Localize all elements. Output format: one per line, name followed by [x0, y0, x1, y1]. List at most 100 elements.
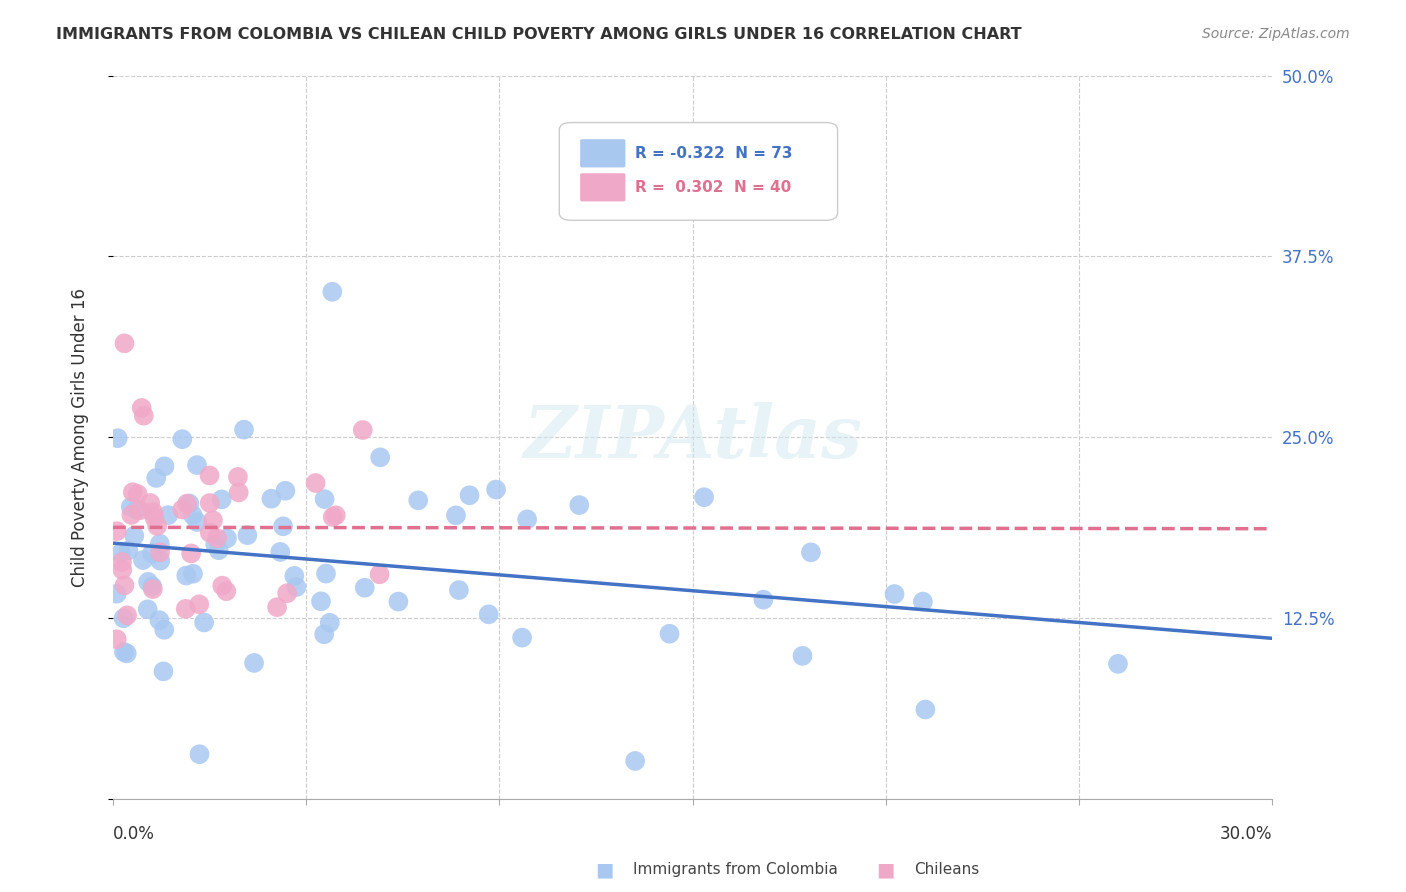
- Point: [111, 563, 134, 577]
- Point: [269, 545, 291, 559]
- Text: Chileans: Chileans: [914, 863, 979, 877]
- Point: [176, 497, 198, 511]
- Point: [226, 470, 249, 484]
- Point: [142, 505, 165, 519]
- Point: [444, 508, 467, 523]
- Point: [510, 631, 533, 645]
- Point: [105, 632, 128, 647]
- Point: [752, 592, 775, 607]
- Point: [136, 602, 159, 616]
- FancyBboxPatch shape: [581, 139, 626, 168]
- Point: [149, 554, 172, 568]
- Point: [172, 432, 194, 446]
- Point: [914, 702, 936, 716]
- Point: [174, 568, 197, 582]
- Point: [149, 545, 172, 559]
- Point: [120, 508, 142, 522]
- Point: [117, 543, 139, 558]
- Point: [447, 583, 470, 598]
- Point: [114, 578, 136, 592]
- Point: [114, 336, 136, 351]
- Point: [1107, 657, 1129, 671]
- Point: [568, 498, 591, 512]
- Point: [186, 458, 208, 472]
- Point: [353, 581, 375, 595]
- Point: [319, 615, 342, 630]
- Point: [153, 459, 176, 474]
- Point: [121, 485, 143, 500]
- Point: [236, 528, 259, 542]
- Point: [142, 582, 165, 596]
- Point: [208, 543, 231, 558]
- Point: [260, 491, 283, 506]
- Point: [128, 503, 150, 517]
- Point: [105, 587, 128, 601]
- Point: [198, 525, 221, 540]
- Point: [883, 587, 905, 601]
- Point: [478, 607, 501, 622]
- Point: [201, 513, 224, 527]
- FancyBboxPatch shape: [581, 173, 626, 202]
- Point: [127, 487, 149, 501]
- Text: ■: ■: [876, 860, 896, 880]
- Point: [141, 579, 163, 593]
- Point: [314, 492, 336, 507]
- Point: [149, 537, 172, 551]
- Point: [112, 645, 135, 659]
- Point: [624, 754, 647, 768]
- Point: [193, 615, 215, 630]
- Point: [315, 566, 337, 581]
- Point: [179, 496, 201, 510]
- Point: [198, 468, 221, 483]
- Point: [205, 531, 228, 545]
- Point: [181, 508, 204, 522]
- Point: [143, 510, 166, 524]
- Point: [314, 627, 336, 641]
- Point: [322, 510, 344, 524]
- Point: [145, 471, 167, 485]
- Point: [271, 519, 294, 533]
- Point: [152, 665, 174, 679]
- Point: [792, 648, 814, 663]
- Point: [211, 579, 233, 593]
- Point: [124, 529, 146, 543]
- Text: 30.0%: 30.0%: [1220, 824, 1272, 843]
- Point: [911, 594, 934, 608]
- Point: [148, 613, 170, 627]
- Point: [111, 555, 134, 569]
- Point: [105, 524, 128, 538]
- Point: [243, 656, 266, 670]
- Point: [215, 531, 238, 545]
- Point: [458, 488, 481, 502]
- Point: [233, 423, 256, 437]
- Text: Immigrants from Colombia: Immigrants from Colombia: [633, 863, 838, 877]
- Point: [352, 423, 374, 437]
- Point: [131, 401, 153, 415]
- Point: [228, 485, 250, 500]
- Point: [800, 545, 823, 559]
- Point: [180, 546, 202, 560]
- Point: [139, 496, 162, 510]
- Point: [136, 574, 159, 589]
- Point: [188, 747, 211, 762]
- Point: [368, 567, 391, 582]
- Point: [211, 492, 233, 507]
- Point: [132, 409, 155, 423]
- Point: [157, 508, 180, 523]
- Text: ■: ■: [595, 860, 614, 880]
- Text: Source: ZipAtlas.com: Source: ZipAtlas.com: [1202, 27, 1350, 41]
- Point: [125, 502, 148, 516]
- Point: [274, 483, 297, 498]
- Point: [516, 512, 538, 526]
- Text: IMMIGRANTS FROM COLOMBIA VS CHILEAN CHILD POVERTY AMONG GIRLS UNDER 16 CORRELATI: IMMIGRANTS FROM COLOMBIA VS CHILEAN CHIL…: [56, 27, 1022, 42]
- Point: [204, 538, 226, 552]
- Point: [304, 476, 326, 491]
- Point: [132, 553, 155, 567]
- Point: [153, 623, 176, 637]
- Text: R =  0.302  N = 40: R = 0.302 N = 40: [634, 180, 792, 195]
- Point: [107, 431, 129, 445]
- FancyBboxPatch shape: [560, 122, 838, 220]
- Point: [110, 546, 132, 560]
- Point: [285, 580, 308, 594]
- Point: [141, 546, 163, 560]
